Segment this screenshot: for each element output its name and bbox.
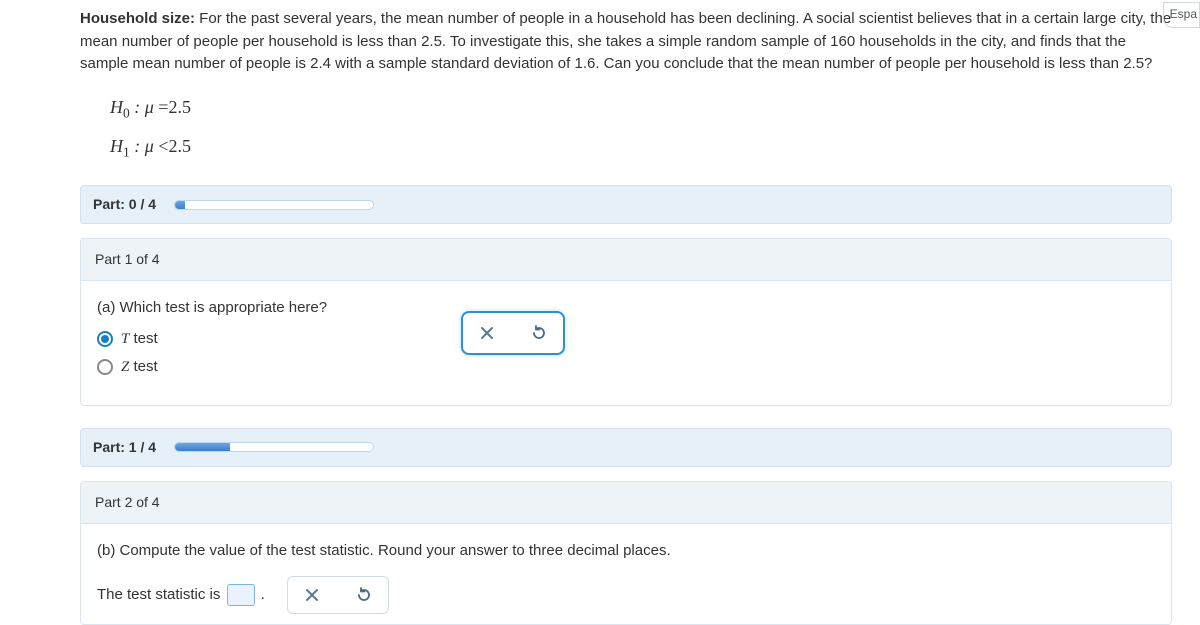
card-part-2-header: Part 2 of 4 [81, 482, 1171, 524]
radio-z-test-circle [97, 359, 113, 375]
card-part-1-header: Part 1 of 4 [81, 239, 1171, 281]
answer-lead: The test statistic is [97, 586, 225, 603]
radio-t-label: test [129, 330, 157, 347]
progress-bar-0 [174, 200, 374, 210]
answer-trail: . [261, 586, 265, 603]
radio-z-label: test [129, 358, 157, 375]
progress-bar-1 [174, 442, 374, 452]
reset-icon [355, 586, 373, 604]
clear-button[interactable] [475, 321, 499, 345]
action-panel-part2 [287, 576, 389, 614]
question-b: (b) Compute the value of the test statis… [97, 540, 1155, 563]
answer-line: The test statistic is . [97, 576, 1155, 614]
hypotheses-block: H0 : μ =2.5 H1 : μ <2.5 [110, 94, 1172, 164]
test-statistic-input[interactable] [227, 584, 255, 606]
radio-t-test[interactable]: T test [97, 328, 1155, 351]
x-icon [304, 587, 320, 603]
part-progress-1-label: Part: 1 / 4 [93, 437, 156, 458]
x-icon [479, 325, 495, 341]
action-panel-part1 [461, 311, 565, 355]
question-a: (a) Which test is appropriate here? [97, 297, 1155, 320]
card-part-2: Part 2 of 4 (b) Compute the value of the… [80, 481, 1172, 625]
clear-button-2[interactable] [300, 583, 324, 607]
part-progress-0: Part: 0 / 4 [80, 185, 1172, 224]
part-progress-0-label: Part: 0 / 4 [93, 194, 156, 215]
reset-icon [530, 324, 548, 342]
problem-statement: Household size: For the past several yea… [80, 8, 1172, 76]
intro-lead: Household size: [80, 10, 195, 27]
part-progress-1: Part: 1 / 4 [80, 428, 1172, 467]
radio-t-test-circle [97, 331, 113, 347]
progress-fill-1 [175, 443, 230, 451]
alt-hypothesis: H1 : μ <2.5 [110, 133, 1172, 163]
reset-button-2[interactable] [352, 583, 376, 607]
card-part-1: Part 1 of 4 (a) Which test is appropriat… [80, 238, 1172, 406]
language-chip[interactable]: Espa [1163, 2, 1200, 28]
reset-button[interactable] [527, 321, 551, 345]
radio-z-test[interactable]: Z test [97, 356, 1155, 379]
language-chip-label: Espa [1170, 7, 1197, 21]
null-hypothesis: H0 : μ =2.5 [110, 94, 1172, 124]
progress-fill-0 [175, 201, 185, 209]
